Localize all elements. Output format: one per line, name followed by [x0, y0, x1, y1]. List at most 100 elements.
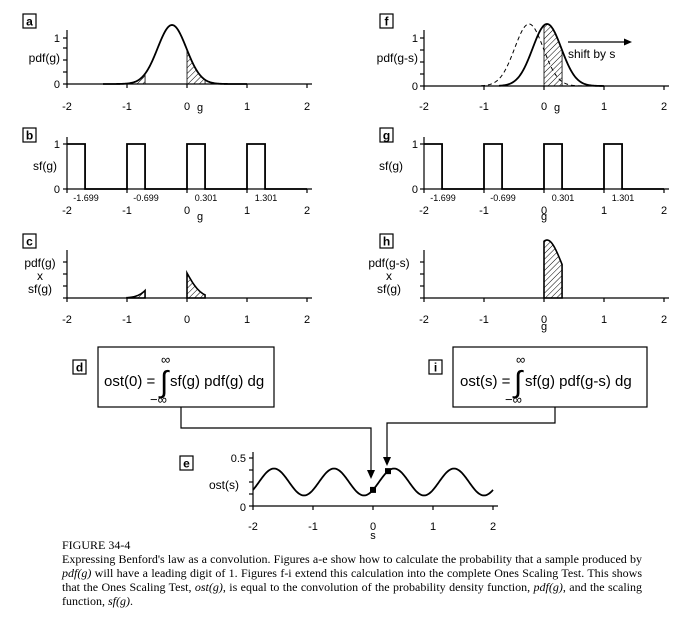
panel-a-xtick-m1: -1: [122, 101, 132, 113]
panel-a-xtick-2: 2: [304, 101, 310, 113]
panel-a-axes: [63, 30, 312, 88]
caption-text-2: will have a leading digit of 1. Figures …: [62, 566, 642, 594]
panel-h-ylabel-line1: pdf(g-s): [368, 256, 409, 270]
panel-e-xtick-m1: -1: [308, 521, 318, 533]
panel-e-ytick-05: 0.5: [231, 453, 246, 465]
benford-convolution-figure: a pdf(g) 1 0 -2 -1 0 1 2 g b sf(g) 1 0 -…: [22, 13, 669, 540]
panel-c-product-right: [186, 269, 206, 299]
panel-g: g sf(g) 1 0 -1.699 -0.699 0.301 1.301 -2…: [379, 127, 669, 223]
panel-d-equation-box: [97, 346, 275, 408]
panel-a-pdf-curve: [103, 24, 247, 85]
panel-f-xtick-2: 2: [661, 101, 667, 113]
panel-g-xtick-m2: -2: [419, 205, 429, 217]
panel-c-ylabel-line1: pdf(g): [24, 256, 55, 270]
caption-body: Expressing Benford's law as a convolutio…: [62, 552, 642, 608]
panel-g-xlabel: g: [541, 211, 547, 223]
panel-e-xtick-0: 0: [370, 521, 376, 533]
panel-g-ytick-0: 0: [412, 184, 418, 196]
panel-a-xtick-m2: -2: [62, 101, 72, 113]
panel-f-shift-annotation: shift by s: [568, 47, 615, 61]
panel-a-x-ticks: -2 -1 0 1 2 g: [62, 101, 310, 114]
panel-i-lower-limit: −∞: [505, 392, 522, 407]
panel-g-edge-label-1: -1.699: [430, 193, 456, 203]
panel-h-product-region: [543, 239, 563, 299]
figure-caption: FIGURE 34-4 Expressing Benford's law as …: [62, 538, 642, 608]
panel-e-xtick-1: 1: [430, 521, 436, 533]
panel-c-xtick-m2: -2: [62, 314, 72, 326]
panel-i-equation-box: [452, 346, 648, 408]
panel-i-integral-sign: ∫: [512, 366, 524, 399]
panel-d-label: d: [76, 361, 83, 375]
panel-f-xtick-m1: -1: [479, 101, 489, 113]
panel-f-label: f: [385, 15, 390, 29]
panel-c-ylabel-line2: x: [37, 269, 43, 283]
panel-h-ylabel-line3: sf(g): [377, 282, 401, 296]
panel-b-axes: [63, 137, 312, 193]
panel-i-equation-lhs: ost(s) =: [460, 373, 511, 390]
caption-em-ost: ost(g): [194, 580, 223, 594]
panel-a-label: a: [26, 15, 33, 29]
panel-f-hatched-region: [543, 23, 563, 87]
panel-c-product-left: [126, 288, 146, 299]
panel-f-shifted-pdf-curve: [498, 23, 605, 87]
panel-b-xtick-1: 1: [244, 205, 250, 217]
panel-f: f pdf(g-s) 1 0 shift by s -2 -1 0 1 2 g: [377, 13, 669, 114]
panel-b-ylabel: sf(g): [33, 159, 57, 173]
panel-e-xtick-m2: -2: [248, 521, 258, 533]
panel-f-xlabel: g: [554, 102, 560, 114]
panel-b: b sf(g) 1 0 -1.699 -0.699 0.301 1.301 -2…: [22, 127, 312, 223]
panel-a-ytick-1: 1: [54, 33, 60, 45]
caption-em-sf: sf(g): [108, 594, 130, 608]
panel-g-axes: [420, 137, 669, 193]
panel-g-xtick-0: 0: [541, 205, 547, 217]
panel-a-ylabel: pdf(g): [29, 51, 60, 65]
panel-g-xtick-1: 1: [601, 205, 607, 217]
panel-d-upper-limit: ∞: [161, 352, 170, 367]
panel-d-equation-lhs: ost(0) =: [104, 373, 156, 390]
panel-h: h pdf(g-s) x sf(g) -2 -1 0 1 2 g: [368, 233, 669, 333]
panel-d: d ost(0) = ∫ ∞ −∞ sf(g) pdf(g) dg: [72, 346, 275, 408]
panel-a-xtick-0: 0: [184, 101, 190, 113]
caption-text-3: , is equal to the convolution of the pro…: [222, 580, 534, 594]
panel-e-xtick-2: 2: [490, 521, 496, 533]
panel-h-label: h: [383, 235, 390, 249]
panel-e: e ost(s) 0.5 0 -2 -1 0 1 2 s: [179, 452, 498, 540]
panel-d-integrand: sf(g) pdf(g) dg: [170, 373, 264, 390]
panel-g-edge-label-2: -0.699: [490, 193, 516, 203]
panel-g-edge-label-4: 1.301: [612, 193, 635, 203]
connector-d-arrowhead: [367, 470, 375, 479]
panel-e-marker-s: [385, 468, 391, 475]
panel-g-label: g: [383, 129, 390, 143]
panel-a-xtick-1: 1: [244, 101, 250, 113]
panel-b-xlabel: g: [197, 211, 203, 223]
panel-c-xtick-1: 1: [244, 314, 250, 326]
panel-g-edge-label-3: 0.301: [552, 193, 575, 203]
panel-a-xlabel: g: [197, 102, 203, 114]
panel-g-xtick-2: 2: [661, 205, 667, 217]
caption-text-4: , and the scaling function,: [62, 580, 643, 608]
panel-b-edge-label-1: -1.699: [73, 193, 99, 203]
panel-e-label: e: [183, 457, 190, 471]
panel-b-edge-label-2: -0.699: [133, 193, 159, 203]
panel-f-xtick-1: 1: [601, 101, 607, 113]
connector-i-arrowhead: [383, 457, 391, 466]
panel-b-xtick-m2: -2: [62, 205, 72, 217]
panel-f-shift-arrowhead: [624, 38, 632, 46]
panel-c-xtick-m1: -1: [122, 314, 132, 326]
panel-d-lower-limit: −∞: [150, 392, 167, 407]
caption-em-pdf: pdf(g): [62, 566, 92, 580]
panel-h-ylabel-line2: x: [386, 269, 392, 283]
panel-e-ylabel: ost(s): [209, 478, 239, 492]
panel-b-ytick-1: 1: [54, 139, 60, 151]
connector-d-to-e: [180, 407, 372, 472]
connector-i-to-e: [386, 407, 556, 459]
panel-e-xlabel: s: [370, 530, 376, 540]
panel-h-xtick-1: 1: [601, 314, 607, 326]
panel-i-upper-limit: ∞: [516, 352, 525, 367]
panel-f-ylabel: pdf(g-s): [377, 51, 418, 65]
panel-f-ytick-1: 1: [412, 33, 418, 45]
panel-h-xtick-m1: -1: [479, 314, 489, 326]
panel-b-ytick-0: 0: [54, 184, 60, 196]
panel-c-xtick-0: 0: [184, 314, 190, 326]
panel-i-label: i: [434, 361, 437, 375]
